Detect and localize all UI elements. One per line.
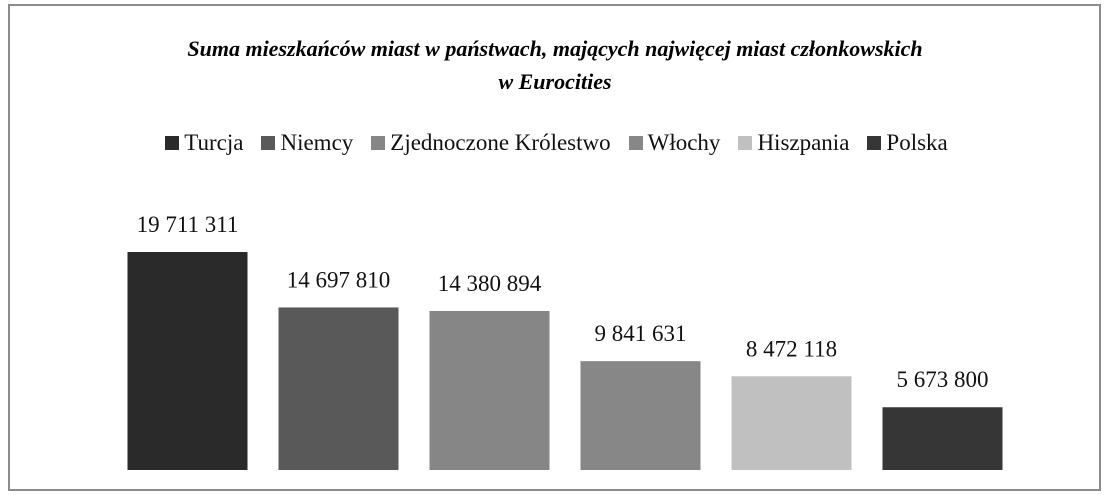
legend-swatch <box>371 136 386 150</box>
legend: Turcja Niemcy Zjednoczone Królestwo Włochy H… <box>10 130 1103 156</box>
legend-swatch <box>867 136 882 150</box>
data-label: 8 472 118 <box>746 336 837 361</box>
legend-label: Niemcy <box>280 130 354 155</box>
chart-title: Suma mieszkańców miast w państwach, mają… <box>187 36 923 94</box>
legend-label: Włochy <box>647 130 721 155</box>
legend-item: Niemcy <box>261 130 353 156</box>
legend-item: Włochy <box>628 130 721 156</box>
legend-item: Zjednoczone Królestwo <box>371 130 611 156</box>
legend-label: Turcja <box>184 130 244 155</box>
bar <box>278 307 399 470</box>
bar <box>580 361 701 470</box>
data-label: 19 711 311 <box>137 212 239 237</box>
bar <box>429 310 550 470</box>
bar <box>127 252 248 470</box>
bar <box>882 407 1003 470</box>
data-label: 14 697 810 <box>287 267 391 292</box>
legend-swatch <box>628 136 643 150</box>
legend-swatch <box>165 136 180 150</box>
legend-label: Polska <box>886 130 948 155</box>
legend-item: Turcja <box>165 130 243 156</box>
data-label: 9 841 631 <box>595 321 687 346</box>
legend-label: Zjednoczone Królestwo <box>390 130 611 155</box>
legend-item: Hiszpania <box>738 130 849 156</box>
bar <box>731 376 852 470</box>
legend-swatch <box>738 136 753 150</box>
data-label: 14 380 894 <box>438 271 542 296</box>
data-label: 5 673 800 <box>897 367 989 392</box>
legend-label: Hiszpania <box>757 130 850 155</box>
legend-item: Polska <box>867 130 948 156</box>
legend-swatch <box>261 136 276 150</box>
